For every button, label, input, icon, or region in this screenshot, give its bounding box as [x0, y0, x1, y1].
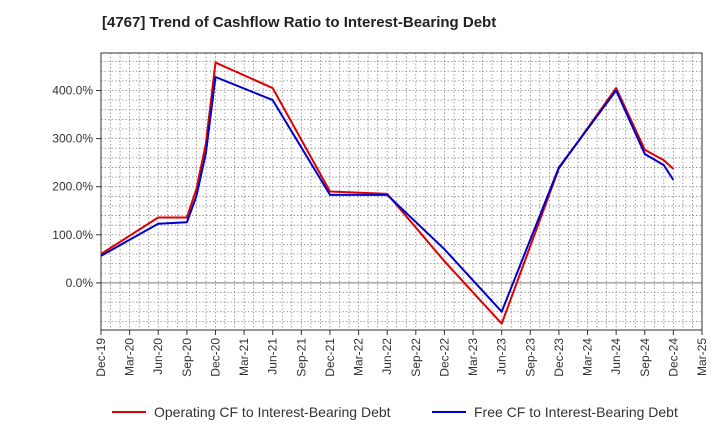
x-tick-label: Sep-20: [180, 338, 194, 377]
x-tick-label: Dec-20: [208, 338, 222, 377]
plot-area: [101, 53, 702, 330]
x-tick-label: Mar-22: [352, 338, 366, 376]
x-tick-label: Mar-24: [581, 338, 595, 376]
series-line-operating-cf: [100, 61, 675, 325]
x-tick-label: Dec-22: [437, 338, 451, 377]
legend-label-free-cf: Free CF to Interest-Bearing Debt: [474, 404, 678, 420]
x-tick-label: Sep-24: [638, 338, 652, 377]
x-tick-label: Mar-25: [695, 338, 709, 376]
x-tick-label: Jun-24: [609, 338, 623, 375]
y-tick-label: 200.0%: [52, 180, 93, 194]
series-line-free-cf: [100, 76, 675, 313]
chart-title: [4767] Trend of Cashflow Ratio to Intere…: [102, 14, 497, 31]
plot-border: [100, 52, 703, 331]
x-tick-label: Jun-21: [266, 338, 280, 375]
legend-swatch-free-cf: [432, 411, 466, 413]
legend-item-operating-cf: Operating CF to Interest-Bearing Debt: [112, 404, 391, 420]
x-tick-label: Dec-19: [94, 338, 108, 377]
x-tick-label: Jun-20: [151, 338, 165, 375]
legend-item-free-cf: Free CF to Interest-Bearing Debt: [432, 404, 678, 420]
legend-label-operating-cf: Operating CF to Interest-Bearing Debt: [154, 404, 391, 420]
legend-swatch-operating-cf: [112, 411, 146, 413]
x-tick-label: Mar-20: [123, 338, 137, 376]
y-tick-label: 400.0%: [52, 84, 93, 98]
x-tick-label: Mar-23: [466, 338, 480, 376]
y-tick-label: 100.0%: [52, 228, 93, 242]
x-tick-label: Sep-21: [294, 338, 308, 377]
y-tick-label: 300.0%: [52, 132, 93, 146]
x-tick-label: Mar-21: [237, 338, 251, 376]
y-tick-label: 0.0%: [66, 276, 94, 290]
x-tick-label: Dec-24: [666, 338, 680, 377]
x-tick-label: Jun-23: [495, 338, 509, 375]
x-tick-label: Sep-22: [409, 338, 423, 377]
x-tick-label: Jun-22: [380, 338, 394, 375]
x-tick-label: Sep-23: [523, 338, 537, 377]
x-tick-label: Dec-23: [552, 338, 566, 377]
x-tick-label: Dec-21: [323, 338, 337, 377]
